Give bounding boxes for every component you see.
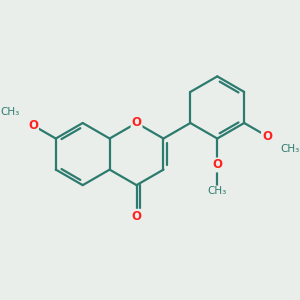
Text: CH₃: CH₃ <box>208 186 227 197</box>
Text: O: O <box>28 119 38 132</box>
Text: O: O <box>212 158 222 171</box>
Text: O: O <box>131 116 142 130</box>
Text: CH₃: CH₃ <box>280 144 300 154</box>
Text: O: O <box>131 210 142 223</box>
Text: O: O <box>262 130 272 143</box>
Text: CH₃: CH₃ <box>0 107 20 117</box>
